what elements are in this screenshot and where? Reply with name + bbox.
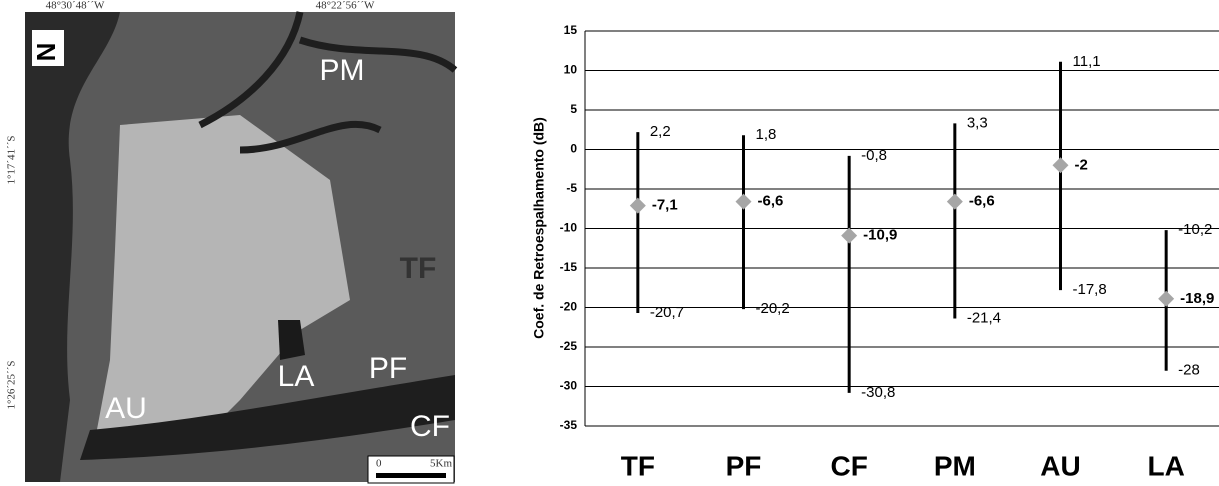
x-tick-label: PF — [726, 450, 762, 481]
longitude: 48°30´48´´W — [46, 0, 105, 12]
x-tick-label: AU — [1040, 450, 1080, 481]
latitude: 1°17´41´´S — [6, 135, 18, 184]
y-tick-label: 10 — [564, 63, 578, 77]
y-tick-label: -35 — [560, 418, 578, 432]
scale-label: 0 — [376, 458, 382, 470]
x-tick-label: PM — [934, 450, 976, 481]
value-label: 11,1 — [1073, 53, 1101, 70]
y-tick-label: -10 — [560, 221, 578, 235]
region-label: PM — [320, 54, 365, 87]
north-label: N — [31, 43, 61, 62]
region-label: TF — [400, 252, 437, 285]
value-label: -10,9 — [863, 227, 897, 244]
mean-marker — [630, 198, 646, 214]
value-label: -20,7 — [650, 304, 684, 321]
x-tick-label: LA — [1148, 450, 1185, 481]
region-label: AU — [105, 392, 147, 425]
value-label: 2,2 — [650, 123, 671, 140]
value-label: -21,4 — [967, 310, 1001, 327]
y-tick-label: -30 — [560, 379, 578, 393]
value-label: -0,8 — [861, 147, 887, 164]
latitude: 1°26´25´´S — [6, 360, 18, 409]
value-label: 3,3 — [967, 114, 988, 131]
figure: N 48°30´48´´W 48°22´56´´W 1°17´41´´S 1°2… — [0, 0, 1219, 486]
map: N 48°30´48´´W 48°22´56´´W 1°17´41´´S 1°2… — [6, 0, 455, 483]
y-tick-label: -20 — [560, 300, 578, 314]
value-label: -17,8 — [1073, 281, 1107, 298]
value-label: -18,9 — [1180, 290, 1214, 307]
y-tick-label: 15 — [564, 23, 578, 37]
y-tick-label: -5 — [566, 181, 577, 195]
mean-marker — [736, 194, 752, 210]
value-label: -6,6 — [969, 193, 995, 210]
region-label: CF — [410, 410, 450, 443]
value-label: -30,8 — [861, 384, 895, 401]
scale-label: 5Km — [430, 458, 452, 470]
mean-marker — [947, 194, 963, 210]
value-label: 1,8 — [756, 126, 777, 143]
y-axis-title: Coef. de Retroespalhamento (dB) — [531, 117, 547, 339]
value-label: -28 — [1178, 362, 1200, 379]
scale-bar — [376, 473, 446, 478]
value-label: -7,1 — [652, 197, 678, 214]
longitude: 48°22´56´´W — [316, 0, 375, 12]
mean-marker — [1053, 157, 1069, 173]
y-tick-label: -25 — [560, 339, 578, 353]
value-label: -2 — [1075, 156, 1088, 173]
y-tick-label: 0 — [570, 142, 577, 156]
region-label: PF — [369, 352, 407, 385]
x-tick-label: CF — [831, 450, 868, 481]
mean-marker — [841, 228, 857, 244]
value-label: -10,2 — [1178, 221, 1212, 238]
value-label: -6,6 — [758, 193, 784, 210]
x-tick-label: TF — [621, 450, 655, 481]
mean-marker — [1158, 291, 1174, 307]
value-label: -20,2 — [756, 300, 790, 317]
y-tick-label: 5 — [570, 102, 577, 116]
region-label: LA — [278, 360, 315, 393]
y-tick-label: -15 — [560, 260, 578, 274]
